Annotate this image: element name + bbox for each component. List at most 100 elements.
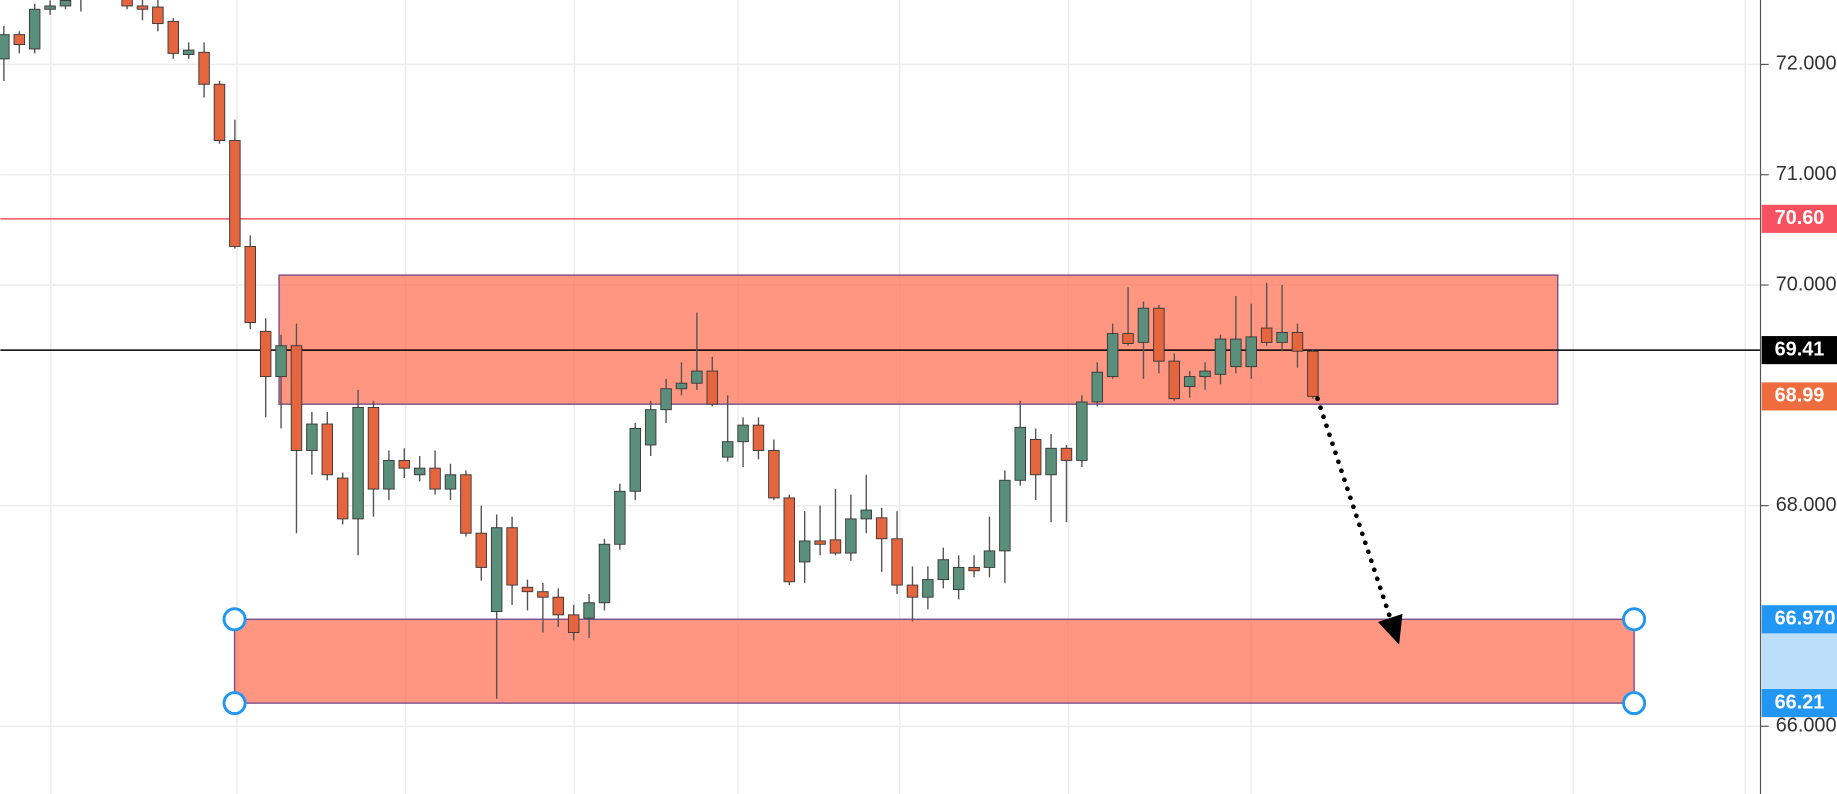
- candle-body: [644, 409, 657, 446]
- candle-body: [275, 345, 287, 378]
- price-label: 70.60: [1775, 207, 1825, 229]
- candle-body: [1014, 426, 1027, 481]
- candle-body: [490, 527, 503, 613]
- candle-body: [1045, 447, 1057, 476]
- candle-body: [13, 34, 26, 46]
- candle-body: [506, 527, 518, 586]
- candle-body: [583, 602, 595, 619]
- candle-body: [59, 0, 72, 7]
- candle-body: [367, 407, 380, 490]
- zone-price-label: 66.21: [1775, 691, 1825, 713]
- candle-body: [152, 6, 164, 25]
- zone: [278, 274, 1559, 405]
- arrow-line: [1315, 396, 1393, 621]
- candle-body: [706, 370, 719, 405]
- candle-body: [306, 423, 318, 451]
- candle-body: [752, 424, 765, 451]
- candle-body: [383, 459, 395, 490]
- candle-body: [1029, 439, 1042, 476]
- candle-body: [629, 427, 642, 492]
- zones: [233, 274, 1635, 704]
- candle-body: [937, 559, 950, 581]
- candle-body: [814, 540, 826, 545]
- candle-body: [121, 0, 133, 7]
- candle-body: [413, 467, 426, 476]
- candle-body: [691, 370, 703, 384]
- candle-body: [614, 490, 626, 545]
- y-tick-label: 68.000: [1776, 494, 1837, 516]
- y-tick-label: 71.000: [1776, 163, 1837, 185]
- candle-body: [598, 543, 611, 604]
- candle-body: [860, 509, 873, 520]
- candle-body: [198, 51, 210, 85]
- candle-body: [521, 586, 534, 593]
- price-label: 69.41: [1775, 338, 1825, 360]
- candle-body: [798, 540, 811, 563]
- candle-body: [1060, 447, 1073, 461]
- candle-body: [444, 474, 457, 490]
- candle-body: [1307, 350, 1319, 397]
- candle-body: [1291, 332, 1304, 352]
- candle-body: [922, 579, 934, 598]
- candle-body: [1245, 336, 1258, 368]
- zone-handle: [222, 691, 247, 716]
- candle-body: [244, 245, 257, 324]
- candle-body: [1106, 333, 1119, 378]
- candle-body: [968, 566, 980, 572]
- candle-body: [1214, 338, 1227, 375]
- candle-body: [768, 450, 780, 499]
- candle-body: [44, 5, 56, 10]
- candle-body: [460, 474, 472, 534]
- y-tick-label: 70.000: [1776, 273, 1837, 295]
- candle-body: [28, 8, 41, 50]
- y-tick-label: 72.000: [1776, 53, 1837, 75]
- axis-labels: 66.000 68.000 70.000 71.000 72.000 66.970 66.2…: [1760, 53, 1837, 737]
- zone-price-label: 66.970: [1775, 608, 1836, 630]
- candle-body: [398, 459, 411, 469]
- candle-body: [1168, 360, 1181, 400]
- candle-body: [1076, 401, 1088, 461]
- candle-body: [1276, 332, 1288, 343]
- candle-body: [721, 441, 734, 458]
- zone: [233, 618, 1635, 704]
- candle-body: [906, 584, 919, 598]
- candle-body: [1230, 338, 1242, 368]
- price-box: [1761, 204, 1837, 233]
- candle-body: [983, 550, 996, 568]
- arrow-head: [1378, 613, 1403, 645]
- candle-body: [952, 566, 965, 590]
- candle-body: [675, 382, 688, 390]
- price-box: [1761, 336, 1837, 365]
- candle-body: [660, 388, 672, 411]
- zone-price-box: [1761, 605, 1837, 634]
- zone-handle: [1622, 691, 1647, 716]
- price-box: [1761, 382, 1837, 411]
- candle-body: [229, 140, 241, 247]
- candle-body: [845, 518, 857, 554]
- candle-body: [1122, 333, 1134, 344]
- candle-body: [167, 20, 180, 54]
- candle-body: [1153, 307, 1165, 362]
- candle-body: [475, 532, 488, 568]
- candle-body: [336, 477, 349, 520]
- candle-body: [737, 424, 749, 443]
- zone-handle: [1622, 607, 1647, 632]
- zone-handle: [222, 607, 247, 632]
- candle-body: [182, 49, 195, 55]
- candle-body: [1199, 370, 1211, 378]
- candle-body: [1260, 327, 1273, 343]
- price-label: 68.99: [1775, 385, 1825, 407]
- candle-body: [0, 34, 10, 60]
- candle-body: [537, 591, 549, 598]
- candle-body: [352, 407, 364, 520]
- candle-body: [1183, 376, 1196, 387]
- candle-body: [136, 5, 149, 10]
- zone-price-box: [1761, 689, 1837, 718]
- candle-body: [259, 330, 272, 378]
- candle-body: [290, 345, 303, 451]
- candles: [0, 0, 1319, 699]
- candle-body: [552, 596, 565, 616]
- candle-body: [875, 517, 888, 540]
